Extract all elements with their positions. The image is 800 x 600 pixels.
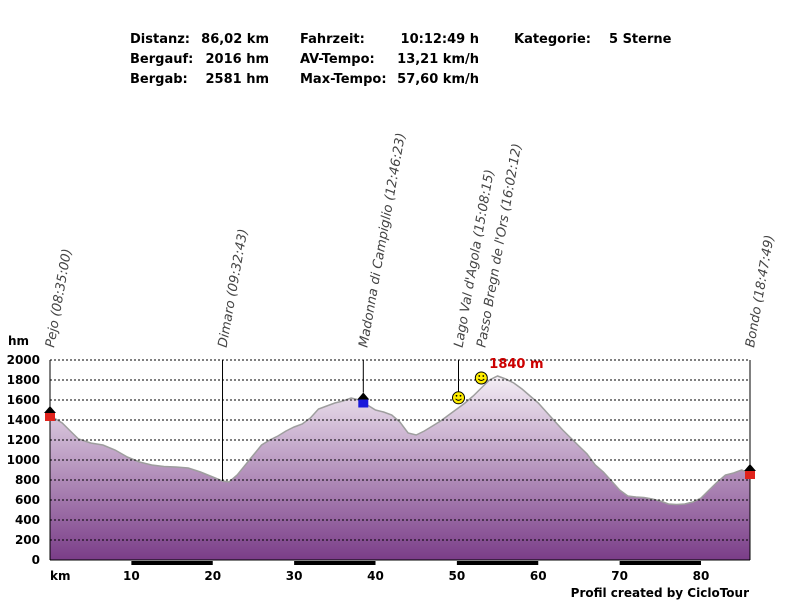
waypoint-2: Madonna di Campiglio (12:46:23)	[356, 132, 409, 408]
climb-label: Bergauf:	[130, 52, 193, 67]
waypoint-label-1: Dimaro (09:32:43)	[216, 228, 252, 349]
smiley-eye-right	[482, 375, 485, 377]
category-value: 5 Sterne	[609, 32, 672, 47]
max-speed-label: Max-Tempo:	[300, 72, 387, 87]
descent-value: 2581 hm	[205, 72, 269, 87]
y-axis-label: hm	[8, 334, 29, 348]
x-tick-label-20: 20	[204, 569, 221, 583]
credit-text: Profil created by CicloTour	[571, 586, 749, 600]
x-tick-label-10: 10	[123, 569, 140, 583]
waypoint-1: Dimaro (09:32:43)	[216, 228, 252, 481]
waypoint-roof-2	[357, 392, 370, 400]
waypoint-label-2: Madonna di Campiglio (12:46:23)	[356, 132, 409, 349]
max-elevation-label: 1840 m	[489, 357, 543, 372]
distance-value: 86,02 km	[201, 32, 269, 47]
x-tick-label-70: 70	[611, 569, 628, 583]
y-tick-label-0: 0	[32, 553, 40, 567]
waypoint-label-0: Pejo (08:35:00)	[43, 248, 75, 349]
distance-label: Distanz:	[130, 32, 190, 47]
smiley-icon	[474, 371, 488, 385]
x-tick-label-40: 40	[367, 569, 384, 583]
riding-time-label: Fahrzeit:	[300, 32, 365, 47]
smiley-mouth	[455, 398, 462, 401]
smiley-eye-left	[478, 375, 481, 377]
descent-label: Bergab:	[130, 72, 188, 87]
y-tick-label-1800: 1800	[7, 373, 40, 387]
y-tick-label-200: 200	[15, 533, 40, 547]
waypoint-label-5: Bondo (18:47:49)	[743, 234, 778, 349]
y-tick-label-1200: 1200	[7, 433, 40, 447]
climb-value: 2016 hm	[205, 52, 269, 67]
y-tick-label-800: 800	[15, 473, 40, 487]
waypoint-roof-5	[744, 464, 756, 471]
km-scale-segment-50	[456, 561, 539, 565]
avg-speed-value: 13,21 km/h	[397, 52, 479, 67]
km-scale-segment-30	[294, 561, 376, 565]
stats-header: Distanz: 86,02 km Bergauf: 2016 hm Berga…	[130, 32, 672, 87]
waypoint-house-2	[358, 399, 369, 408]
y-tick-label-2000: 2000	[7, 353, 40, 367]
waypoint-house-0	[45, 413, 55, 421]
y-tick-label-400: 400	[15, 513, 40, 527]
km-scale-segment-10	[131, 561, 213, 565]
category-label: Kategorie:	[514, 32, 591, 47]
riding-time-value: 10:12:49 h	[401, 32, 479, 47]
x-tick-label-30: 30	[286, 569, 303, 583]
elevation-area	[50, 376, 750, 560]
smiley-mouth	[477, 378, 485, 381]
x-tick-label-60: 60	[530, 569, 547, 583]
y-tick-label-1600: 1600	[7, 393, 40, 407]
waypoint-5: Bondo (18:47:49)	[743, 234, 778, 479]
elevation-line	[49, 375, 751, 506]
waypoint-house-5	[745, 471, 755, 479]
waypoint-0: Pejo (08:35:00)	[43, 248, 75, 421]
smiley-eye-left	[455, 394, 458, 397]
y-tick-label-600: 600	[15, 493, 40, 507]
x-tick-label-80: 80	[693, 569, 710, 583]
x-axis-label: km	[50, 569, 70, 583]
waypoint-roof-0	[44, 406, 56, 413]
km-scale-segment-70	[619, 561, 702, 565]
plot-area: 0 200 400 600 800 1000 1200 1400 1600 1800 2000 10 2…	[7, 132, 778, 583]
y-tick-label-1400: 1400	[7, 413, 40, 427]
y-tick-label-1000: 1000	[7, 453, 40, 467]
smiley-icon	[452, 391, 466, 405]
smiley-eye-right	[459, 394, 462, 397]
max-speed-value: 57,60 km/h	[397, 72, 479, 87]
avg-speed-label: AV-Tempo:	[300, 52, 375, 67]
x-tick-label-50: 50	[449, 569, 466, 583]
